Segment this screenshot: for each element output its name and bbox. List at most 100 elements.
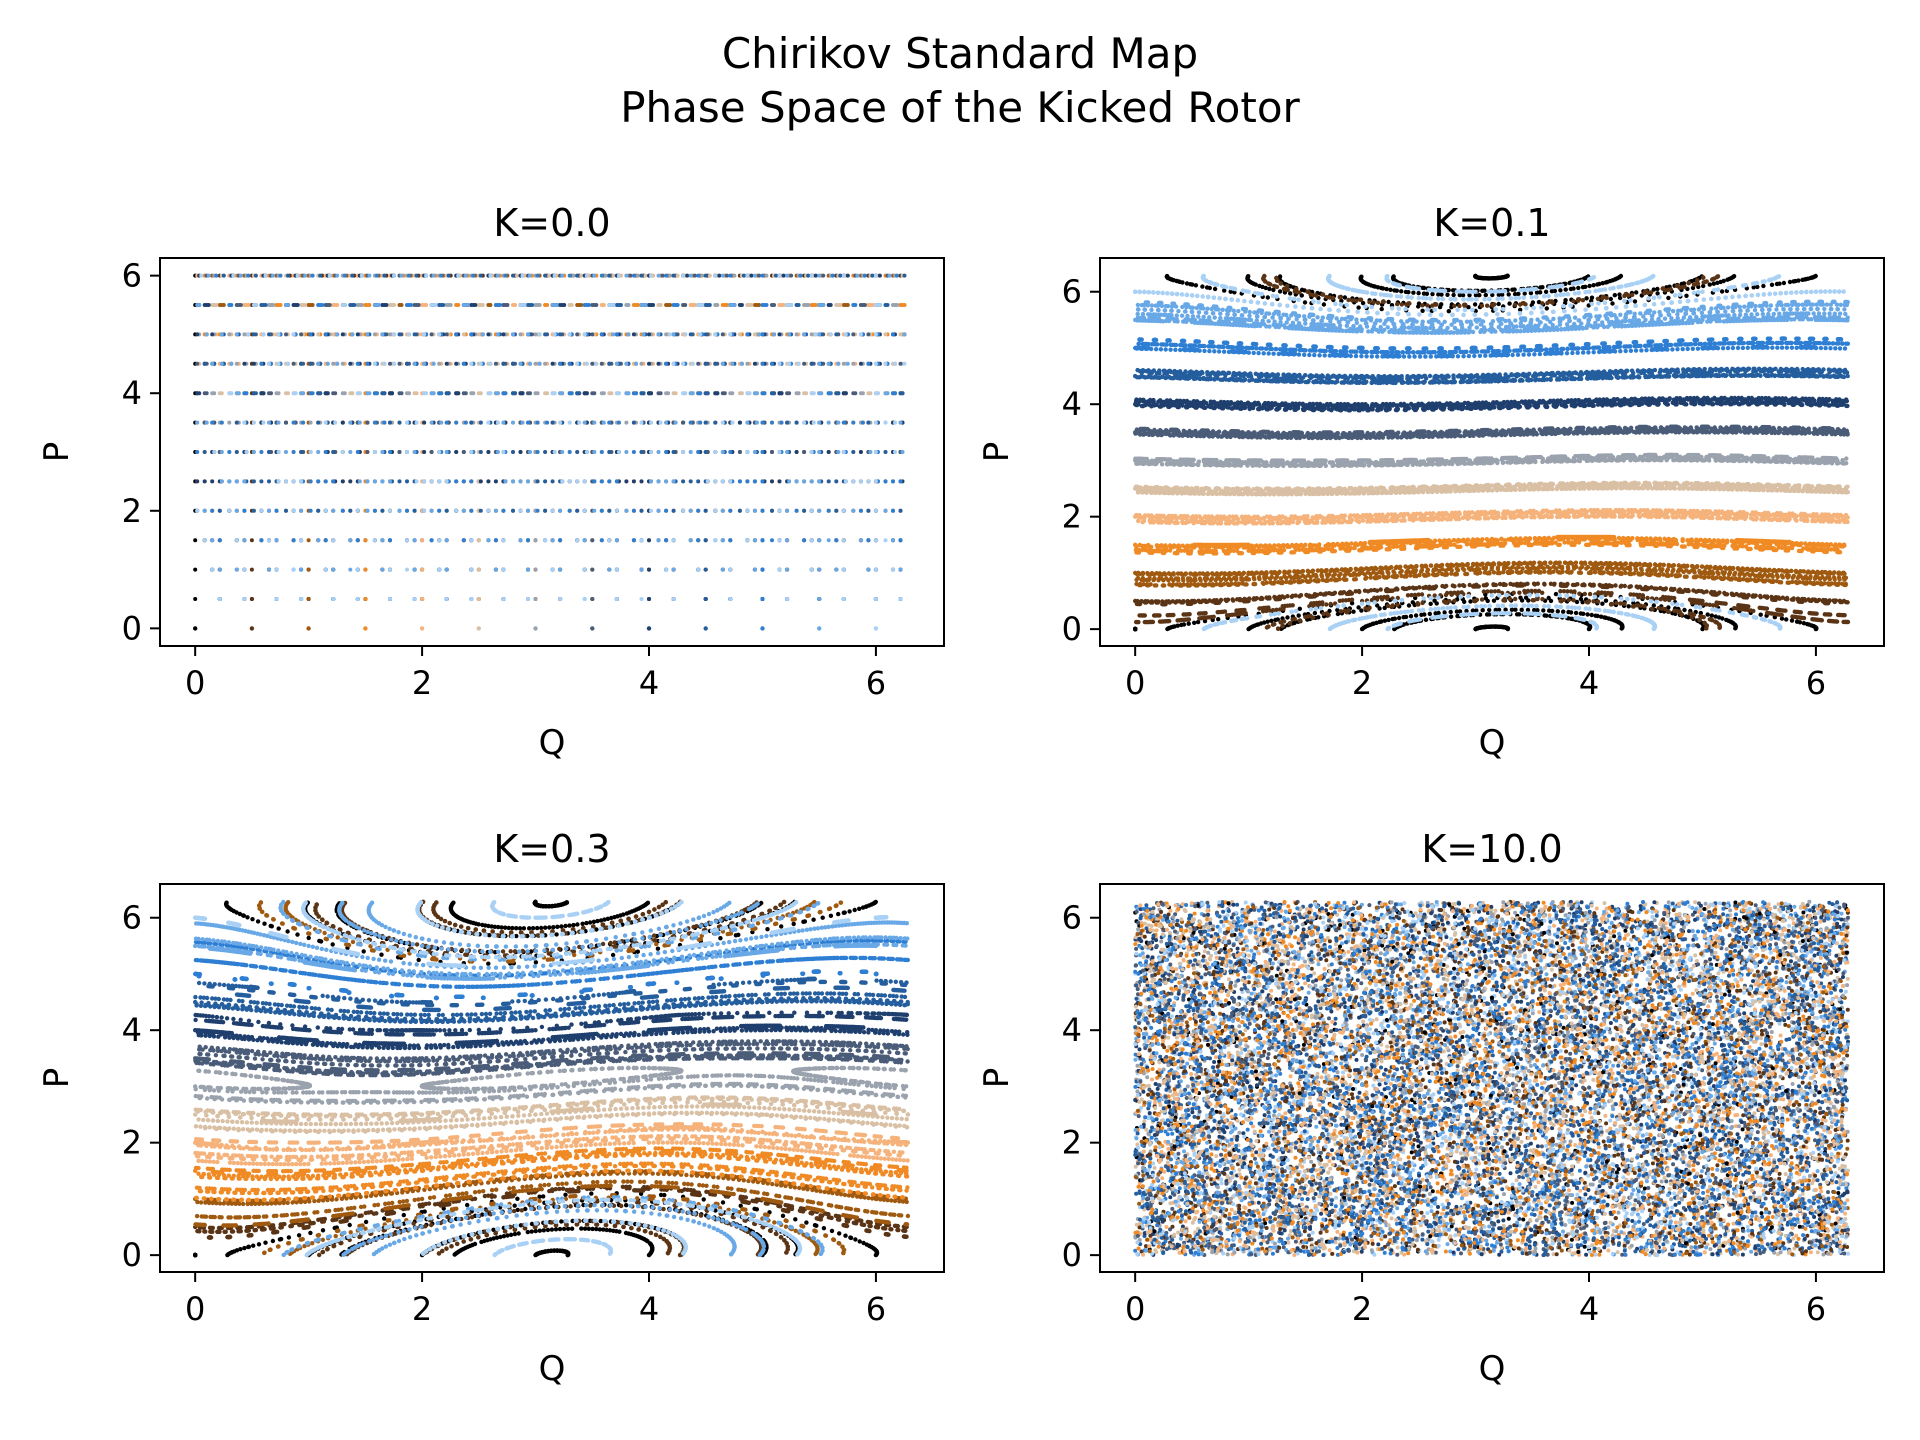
data-point [1186,621,1191,626]
data-point [251,420,256,425]
data-point [639,538,644,543]
data-point [821,303,826,307]
data-point [649,450,653,454]
data-point [592,391,597,396]
data-point [318,391,323,396]
data-point [594,303,599,307]
data-point [1386,617,1391,623]
data-point [737,450,742,454]
data-point [760,567,765,572]
data-point [577,420,582,425]
data-point [463,420,468,425]
data-point [834,508,839,513]
data-point [284,420,288,425]
data-point [543,538,548,543]
data-point [210,332,215,337]
data-point [634,391,638,396]
data-point [503,273,508,278]
data-point [696,508,701,513]
data-point [703,508,708,513]
data-point [1805,621,1810,627]
data-point [1164,273,1170,279]
data-point [611,332,616,337]
data-point [429,508,434,513]
data-point [276,361,281,366]
data-point [841,567,846,572]
data-point [1399,289,1404,294]
data-point [703,567,708,572]
data-point [1457,609,1463,614]
data-point [340,420,345,425]
data-point [357,420,362,425]
data-point [444,597,449,601]
data-point [883,450,888,454]
data-point [488,391,493,396]
data-point [1442,610,1447,615]
data-point [1651,603,1657,608]
data-point [291,567,296,572]
data-point [227,332,232,337]
data-point [249,567,254,572]
data-point [471,391,476,396]
data-point [560,273,565,278]
data-point [511,420,515,425]
data-point [392,273,396,278]
data-point [745,479,750,484]
data-point [1436,292,1441,297]
data-point [1451,292,1456,298]
data-point [558,538,563,543]
data-point [444,567,449,572]
data-point [340,508,345,513]
data-point [461,538,466,543]
data-point [754,391,759,396]
data-point [770,508,774,513]
data-point [221,303,226,307]
data-point [365,508,370,513]
data-point [372,450,377,454]
data-point [639,567,644,572]
data-point [1591,283,1596,288]
data-point [757,273,761,278]
data-point [1212,286,1218,292]
data-point [439,273,444,278]
data-point [898,567,903,572]
data-point [308,361,313,366]
data-point [537,332,542,337]
data-point [238,303,243,307]
data-point [707,273,712,278]
data-point [774,273,778,278]
data-point [599,273,604,278]
data-point [286,391,290,396]
data-point [760,626,765,631]
data-point [639,508,644,513]
data-point [806,303,811,307]
data-point [229,391,234,396]
data-point [520,273,525,278]
data-point [1271,287,1276,293]
data-point [1589,295,1595,300]
data-point [626,332,631,337]
data-point [607,538,612,543]
data-point [535,479,540,484]
data-point [229,361,234,366]
data-point [327,273,332,278]
data-point [204,391,209,396]
data-point [1273,617,1278,623]
data-point [745,538,750,543]
data-point [858,479,863,484]
data-point [569,391,574,396]
data-point [599,538,604,543]
data-point [685,273,690,278]
data-point [276,420,281,425]
data-point [348,420,353,425]
data-point [335,332,340,337]
data-point [276,391,281,396]
data-point [210,420,215,425]
data-point [785,273,790,278]
data-point [414,479,419,484]
data-point [372,479,377,484]
data-point [666,391,671,396]
data-point [752,332,757,337]
data-point [647,597,651,601]
data-point [1302,300,1308,305]
